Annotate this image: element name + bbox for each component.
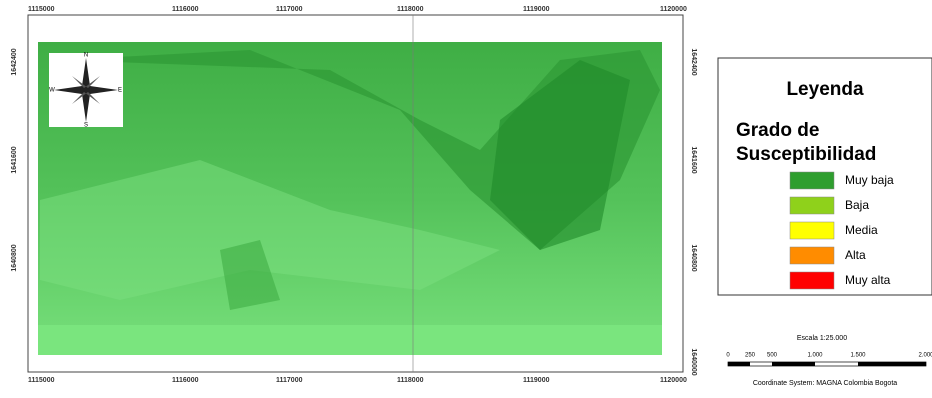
scale-title: Escala 1:25.000 — [797, 335, 847, 342]
left-coord: 1641600 — [11, 146, 18, 173]
right-coord: 1640800 — [690, 244, 697, 271]
bottom-coord: 1118000 — [397, 377, 424, 384]
legend-swatch — [790, 272, 834, 289]
scale-segment — [858, 362, 926, 366]
top-coord: 1119000 — [523, 6, 550, 13]
compass-s: S — [84, 123, 88, 129]
scale-label: 250 — [745, 353, 756, 359]
legend-label: Muy baja — [845, 173, 894, 187]
compass-e: E — [118, 88, 122, 94]
compass-n: N — [84, 53, 88, 59]
compass: N S W E — [49, 53, 123, 129]
left-coord: 1642400 — [11, 48, 18, 75]
scale-label: 1.000 — [807, 353, 823, 359]
bottom-coord: 1120000 — [660, 377, 687, 384]
terrain — [38, 15, 662, 372]
bottom-coord: 1117000 — [276, 377, 303, 384]
legend-swatch — [790, 172, 834, 189]
scale-label: 1.500 — [850, 353, 866, 359]
scale-segment — [728, 362, 750, 366]
scale-label: 0 — [726, 353, 730, 359]
legend-subtitle: Grado de — [736, 120, 819, 141]
page: N S W E Leyenda Grado de Susceptibilidad… — [0, 0, 932, 398]
compass-w: W — [49, 88, 55, 94]
legend-label: Muy alta — [845, 273, 891, 287]
right-coord: 1642400 — [690, 48, 697, 75]
right-coord: 1641600 — [690, 146, 697, 173]
top-coord: 1120000 — [660, 6, 687, 13]
legend-swatch — [790, 197, 834, 214]
map-layout: N S W E Leyenda Grado de Susceptibilidad… — [0, 0, 932, 393]
legend-label: Baja — [845, 198, 869, 212]
coordinate-system: Coordinate System: MAGNA Colombia Bogota — [753, 380, 897, 387]
legend-label: Alta — [845, 248, 866, 262]
bottom-coord: 1116000 — [172, 377, 199, 384]
legend-label: Media — [845, 223, 878, 237]
legend-subtitle: Susceptibilidad — [736, 144, 876, 165]
scale-segment — [772, 362, 815, 366]
top-coord: 1116000 — [172, 6, 199, 13]
scale-label: 2.000 — [918, 353, 932, 359]
top-coord: 1118000 — [397, 6, 424, 13]
left-coord: 1640800 — [11, 244, 18, 271]
top-coord: 1117000 — [276, 6, 303, 13]
legend-swatch — [790, 222, 834, 239]
bottom-coord: 1115000 — [28, 377, 55, 384]
right-coord: 1640000 — [690, 348, 697, 375]
bottom-coord: 1119000 — [523, 377, 550, 384]
top-coord: 1115000 — [28, 6, 55, 13]
scale-label: 500 — [767, 353, 778, 359]
legend-title: Leyenda — [786, 79, 864, 100]
legend-swatch — [790, 247, 834, 264]
